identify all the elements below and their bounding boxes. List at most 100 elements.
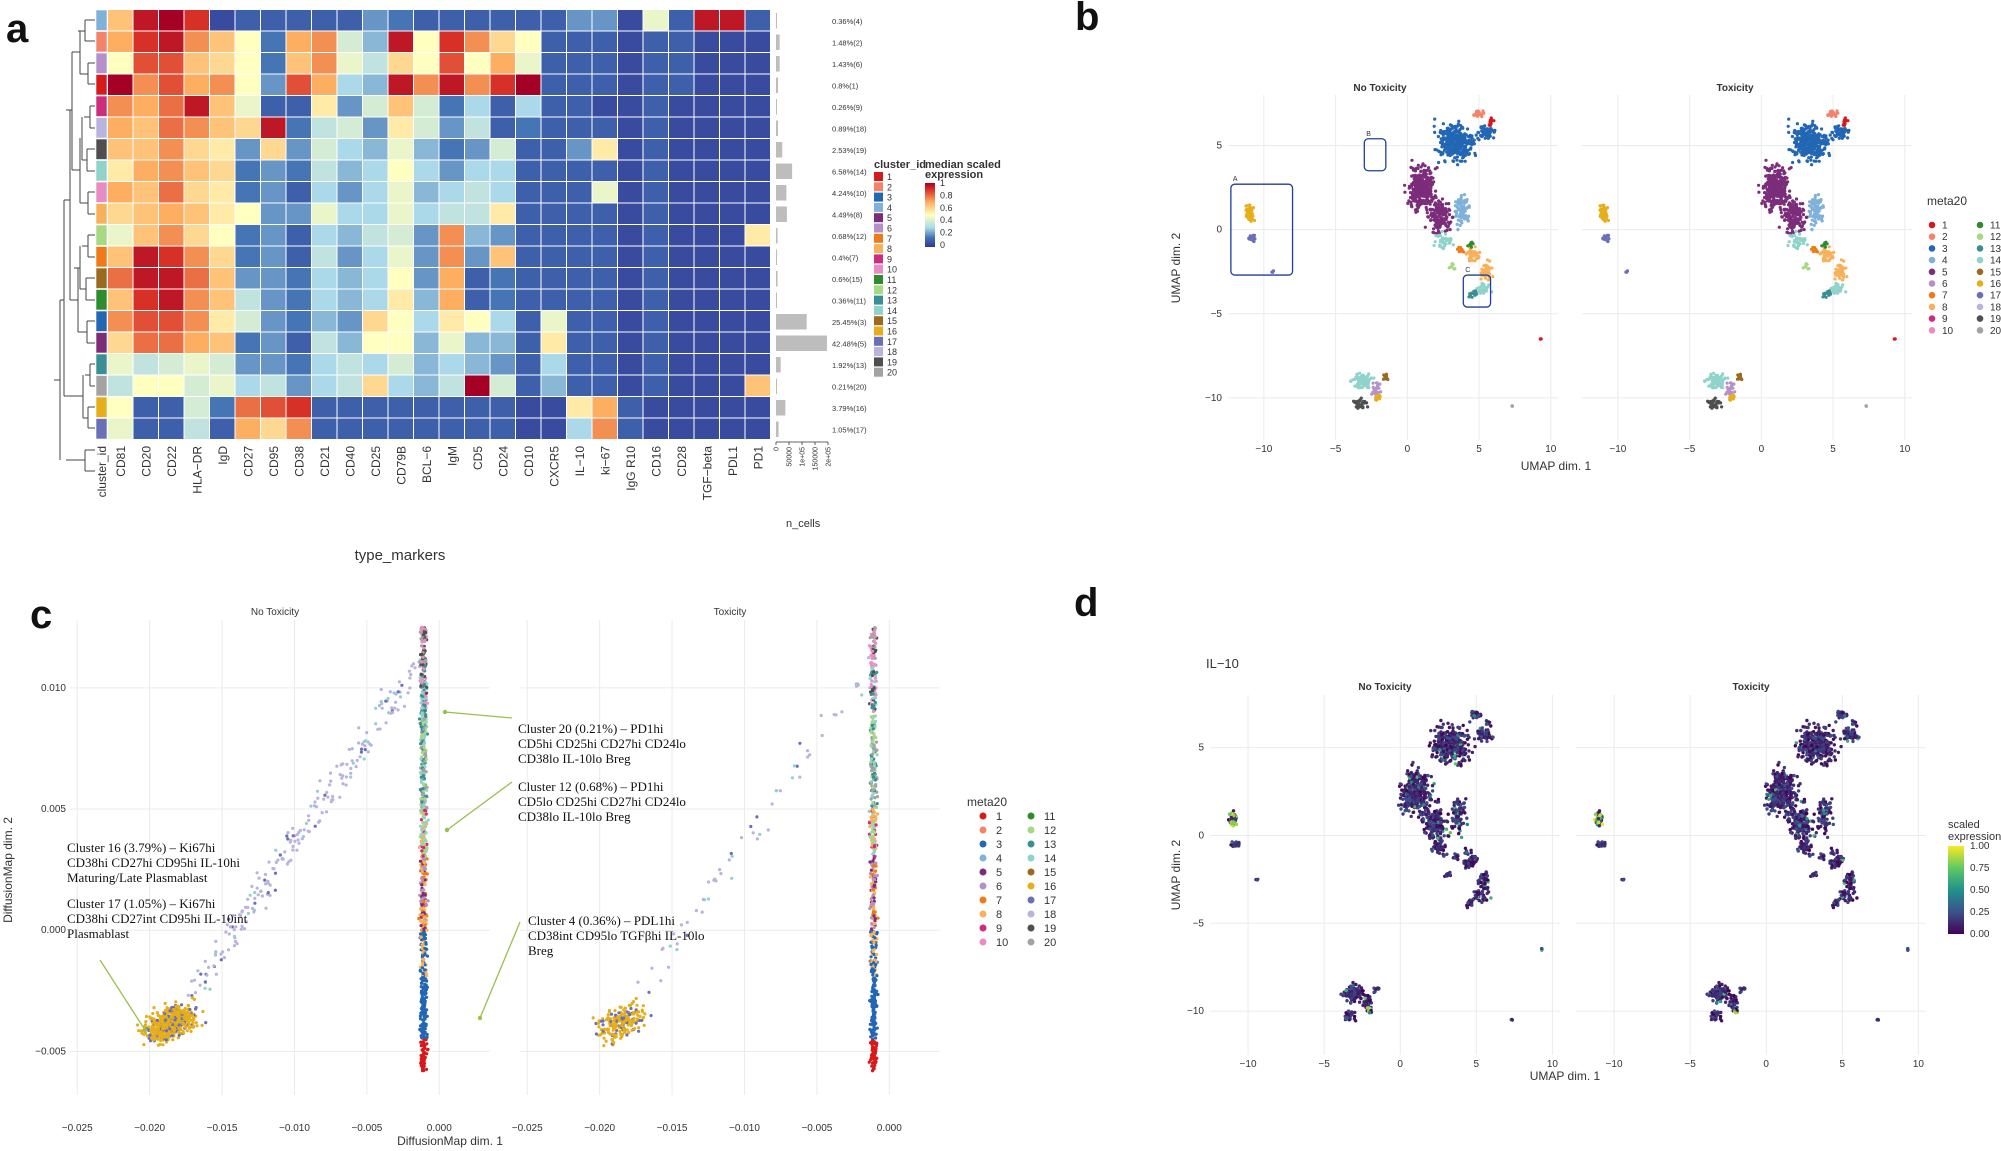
umap-b-point [1777, 173, 1781, 177]
umap-b-point [1820, 215, 1824, 219]
cluster-legend-label: 7 [887, 234, 892, 244]
diffusion-point [155, 1018, 159, 1023]
umap-b-point [1492, 119, 1496, 123]
heatmap-cell [363, 160, 388, 181]
umap-b-point [1429, 218, 1433, 222]
heatmap-cell [363, 203, 388, 224]
diffusion-point [329, 779, 333, 783]
umap-b-point [1465, 139, 1469, 143]
umap-b-point [1605, 206, 1610, 210]
umap-b-point [1419, 181, 1423, 185]
umap-b-point [1457, 119, 1461, 123]
umap-b-point [1801, 148, 1805, 152]
umap-b-point [1800, 225, 1804, 229]
heatmap-cell [694, 31, 719, 52]
umap-b-legend-label: 11 [1990, 221, 2001, 232]
heatmap-cell [312, 203, 337, 224]
umap-b-point [1249, 235, 1254, 239]
diffusion-point [185, 1018, 189, 1022]
diffusion-point [297, 841, 301, 845]
umap-b-point [1770, 163, 1774, 167]
umap-b-point [1463, 208, 1467, 212]
cluster-legend-label: 1 [887, 172, 892, 182]
diffusion-point [317, 820, 321, 824]
diffusion-point [171, 1038, 175, 1042]
heatmap-cell [490, 96, 515, 117]
umap-b-point [1465, 251, 1469, 255]
heatmap-cell [235, 397, 260, 418]
umap-b-point [1366, 405, 1370, 409]
umap-b-x-tick-label: −10 [1255, 444, 1272, 455]
heatmap-cell [694, 10, 719, 31]
umap-b-point [1767, 193, 1772, 197]
heatmap-cell [541, 246, 566, 267]
umap-b-point [1735, 377, 1740, 381]
umap-b-point [1461, 206, 1465, 210]
umap-b-point [1816, 193, 1821, 197]
heatmap-cell [465, 311, 490, 332]
diffusion-point [191, 1024, 196, 1029]
umap-b-point [1445, 150, 1449, 154]
umap-b-point [1252, 239, 1256, 244]
heatmap-cell [516, 203, 541, 224]
heatmap-cell [261, 332, 286, 353]
heatmap-cell [388, 31, 413, 52]
marker-label: PDL1 [726, 446, 740, 476]
umap-b-point [1362, 400, 1366, 404]
diffusion-point [242, 927, 247, 931]
heatmap-cell [312, 160, 337, 181]
umap-b-legend-swatch [1928, 327, 1936, 334]
diffusion-point [147, 1025, 151, 1029]
heatmap-cell [184, 375, 209, 396]
heatmap-cell [261, 182, 286, 203]
umap-b-point [1408, 184, 1412, 188]
heatmap-cell [286, 10, 311, 31]
umap-b-legend-label: 13 [1990, 244, 2001, 255]
marker-label: CD40 [343, 446, 357, 477]
umap-b-point [1809, 155, 1813, 159]
heatmap-cell [184, 332, 209, 353]
umap-b-point [1249, 219, 1253, 223]
umap-b-point [1449, 143, 1453, 147]
umap-b-point [1456, 142, 1460, 146]
heatmap-cell [337, 96, 362, 117]
heatmap-cell [133, 225, 158, 246]
heatmap-cell [465, 397, 490, 418]
diffusion-point [339, 763, 343, 767]
umap-b-point [1715, 384, 1720, 388]
diffusion-point [191, 1016, 196, 1021]
umap-b-point [1473, 259, 1477, 263]
diffusion-point [186, 993, 190, 997]
umap-b-point [1449, 123, 1453, 128]
diffusion-point [287, 860, 291, 864]
umap-b-point [1407, 199, 1411, 203]
heatmap-cell [618, 182, 643, 203]
umap-b-point [1793, 238, 1797, 242]
umap-b-point [1440, 236, 1445, 240]
umap-b-point [1819, 198, 1823, 202]
row-percent-label: 3.79%(16) [832, 404, 867, 413]
umap-b-point [1411, 187, 1415, 191]
umap-b-point [1840, 278, 1844, 282]
n-cells-bar [776, 142, 783, 158]
heatmap-cell [184, 182, 209, 203]
heatmap-cell [694, 160, 719, 181]
heatmap-cell [235, 268, 260, 289]
row-percent-label: 6.58%(14) [832, 167, 867, 176]
marker-label: CD95 [267, 446, 281, 477]
umap-b-point [1842, 127, 1846, 131]
diffusion-point [316, 796, 320, 800]
umap-b-point [1836, 126, 1840, 130]
umap-b-point [1426, 215, 1430, 219]
heatmap-cell [643, 10, 668, 31]
heatmap-cell [108, 10, 133, 31]
umap-b-point [1444, 218, 1448, 222]
marker-label: CD22 [165, 446, 179, 477]
umap-b-point [1764, 174, 1768, 178]
umap-b-point [1436, 221, 1440, 225]
diffusion-point [208, 987, 212, 991]
n-cells-bar [776, 400, 786, 416]
row-percent-label: 1.43%(6) [832, 60, 863, 69]
umap-b-x-tick-label: 5 [1830, 444, 1836, 455]
expression-legend-title-1: median scaled [925, 159, 1001, 171]
